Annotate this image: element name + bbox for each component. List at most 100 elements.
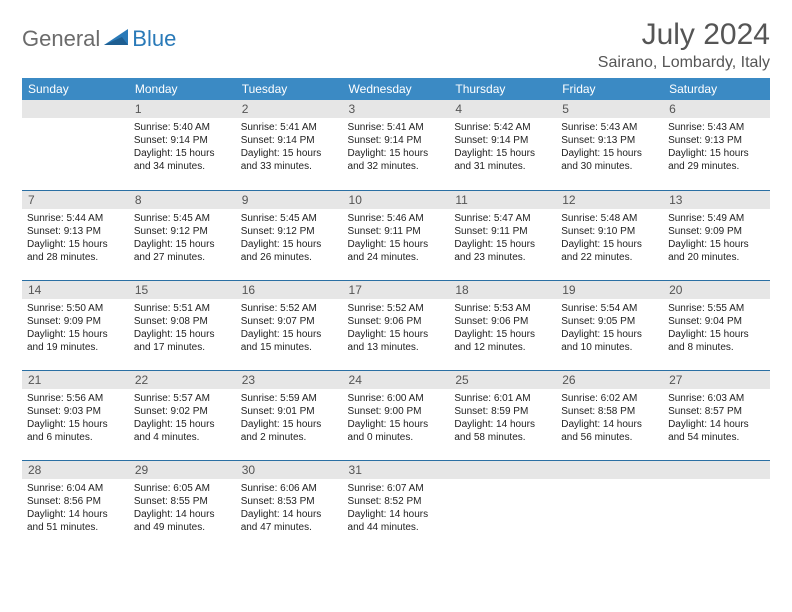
calendar-cell: 1Sunrise: 5:40 AMSunset: 9:14 PMDaylight… <box>129 100 236 190</box>
daylight-line2: and 8 minutes. <box>668 341 765 354</box>
daylight-line2: and 0 minutes. <box>348 431 445 444</box>
calendar-cell: 17 Sunrise: 5:52 AMSunset: 9:06 PMDayligh… <box>343 280 450 370</box>
sunrise-line: Sunrise: 5:43 AM <box>668 121 765 134</box>
title-block: July 2024 Sairano, Lombardy, Italy <box>598 18 770 72</box>
daylight-line1: Daylight: 15 hours <box>241 418 338 431</box>
calendar-cell: 9Sunrise: 5:45 AMSunset: 9:12 PMDaylight… <box>236 190 343 280</box>
calendar-cell: 29Sunrise: 6:05 AMSunset: 8:55 PMDayligh… <box>129 460 236 550</box>
day-number: 10 <box>343 191 450 209</box>
sunset-line: Sunset: 9:14 PM <box>454 134 551 147</box>
day-number: 30 <box>236 461 343 479</box>
sunset-line: Sunset: 9:14 PM <box>348 134 445 147</box>
calendar-cell: 8Sunrise: 5:45 AMSunset: 9:12 PMDaylight… <box>129 190 236 280</box>
sunrise-line: Sunrise: 5:53 AM <box>454 302 551 315</box>
daylight-line1: Daylight: 15 hours <box>668 328 765 341</box>
day-header: Sunday <box>22 78 129 100</box>
daylight-line2: and 30 minutes. <box>561 160 658 173</box>
day-number: 26 <box>556 371 663 389</box>
daylight-line1: Daylight: 15 hours <box>561 147 658 160</box>
day-details: Sunrise: 5:55 AMSunset: 9:04 PMDaylight:… <box>663 299 770 358</box>
daylight-line1: Daylight: 14 hours <box>561 418 658 431</box>
calendar-cell: 18Sunrise: 5:53 AMSunset: 9:06 PMDayligh… <box>449 280 556 370</box>
sunset-line: Sunset: 8:52 PM <box>348 495 445 508</box>
sunrise-line: Sunrise: 6:07 AM <box>348 482 445 495</box>
day-number: 17 <box>343 281 450 299</box>
sunset-line: Sunset: 8:53 PM <box>241 495 338 508</box>
sunrise-line: Sunrise: 5:59 AM <box>241 392 338 405</box>
sunrise-line: Sunrise: 5:48 AM <box>561 212 658 225</box>
sunset-line: Sunset: 8:56 PM <box>27 495 124 508</box>
sunset-line: Sunset: 9:13 PM <box>27 225 124 238</box>
daylight-line1: Daylight: 14 hours <box>348 508 445 521</box>
sunrise-line: Sunrise: 5:43 AM <box>561 121 658 134</box>
calendar-week-row: 21Sunrise: 5:56 AMSunset: 9:03 PMDayligh… <box>22 370 770 460</box>
sunrise-line: Sunrise: 5:57 AM <box>134 392 231 405</box>
sunrise-line: Sunrise: 5:51 AM <box>134 302 231 315</box>
day-number: 24 <box>343 371 450 389</box>
day-header: Tuesday <box>236 78 343 100</box>
day-header: Thursday <box>449 78 556 100</box>
calendar-cell: 11Sunrise: 5:47 AMSunset: 9:11 PMDayligh… <box>449 190 556 280</box>
daylight-line1: Daylight: 15 hours <box>27 238 124 251</box>
daylight-line1: Daylight: 15 hours <box>454 328 551 341</box>
sunset-line: Sunset: 9:10 PM <box>561 225 658 238</box>
day-details <box>663 479 770 486</box>
day-number: 9 <box>236 191 343 209</box>
daylight-line1: Daylight: 15 hours <box>454 238 551 251</box>
day-header: Saturday <box>663 78 770 100</box>
calendar-cell: 30Sunrise: 6:06 AMSunset: 8:53 PMDayligh… <box>236 460 343 550</box>
daylight-line2: and 32 minutes. <box>348 160 445 173</box>
sunrise-line: Sunrise: 5:52 AM <box>348 302 445 315</box>
day-details: Sunrise: 5:43 AMSunset: 9:13 PMDaylight:… <box>663 118 770 177</box>
day-number <box>22 100 129 118</box>
calendar-cell: 10Sunrise: 5:46 AMSunset: 9:11 PMDayligh… <box>343 190 450 280</box>
daylight-line2: and 29 minutes. <box>668 160 765 173</box>
daylight-line1: Daylight: 14 hours <box>134 508 231 521</box>
daylight-line1: Daylight: 14 hours <box>27 508 124 521</box>
day-details: Sunrise: 5:40 AMSunset: 9:14 PMDaylight:… <box>129 118 236 177</box>
sunset-line: Sunset: 9:02 PM <box>134 405 231 418</box>
daylight-line2: and 17 minutes. <box>134 341 231 354</box>
daylight-line2: and 4 minutes. <box>134 431 231 444</box>
daylight-line2: and 22 minutes. <box>561 251 658 264</box>
day-details: Sunrise: 5:48 AMSunset: 9:10 PMDaylight:… <box>556 209 663 268</box>
daylight-line2: and 47 minutes. <box>241 521 338 534</box>
day-number: 13 <box>663 191 770 209</box>
calendar-cell: 24Sunrise: 6:00 AMSunset: 9:00 PMDayligh… <box>343 370 450 460</box>
day-details: Sunrise: 6:07 AMSunset: 8:52 PMDaylight:… <box>343 479 450 538</box>
day-details: Sunrise: 5:43 AMSunset: 9:13 PMDaylight:… <box>556 118 663 177</box>
day-number: 7 <box>22 191 129 209</box>
day-details: Sunrise: 5:46 AMSunset: 9:11 PMDaylight:… <box>343 209 450 268</box>
daylight-line1: Daylight: 15 hours <box>27 328 124 341</box>
calendar-cell: 26Sunrise: 6:02 AMSunset: 8:58 PMDayligh… <box>556 370 663 460</box>
daylight-line2: and 49 minutes. <box>134 521 231 534</box>
day-details <box>556 479 663 486</box>
daylight-line1: Daylight: 15 hours <box>348 328 445 341</box>
location: Sairano, Lombardy, Italy <box>598 54 770 72</box>
daylight-line2: and 13 minutes. <box>348 341 445 354</box>
daylight-line1: Daylight: 15 hours <box>561 238 658 251</box>
sunset-line: Sunset: 9:09 PM <box>668 225 765 238</box>
sunrise-line: Sunrise: 5:46 AM <box>348 212 445 225</box>
daylight-line1: Daylight: 14 hours <box>241 508 338 521</box>
sunset-line: Sunset: 9:13 PM <box>561 134 658 147</box>
day-details: Sunrise: 6:04 AMSunset: 8:56 PMDaylight:… <box>22 479 129 538</box>
daylight-line1: Daylight: 15 hours <box>134 418 231 431</box>
daylight-line2: and 6 minutes. <box>27 431 124 444</box>
day-details: Sunrise: 5:45 AMSunset: 9:12 PMDaylight:… <box>129 209 236 268</box>
calendar-cell: 2Sunrise: 5:41 AMSunset: 9:14 PMDaylight… <box>236 100 343 190</box>
day-number: 2 <box>236 100 343 118</box>
sunset-line: Sunset: 9:06 PM <box>348 315 445 328</box>
day-details: Sunrise: 6:05 AMSunset: 8:55 PMDaylight:… <box>129 479 236 538</box>
sunrise-line: Sunrise: 5:42 AM <box>454 121 551 134</box>
sunrise-line: Sunrise: 5:50 AM <box>27 302 124 315</box>
day-number: 6 <box>663 100 770 118</box>
day-details: Sunrise: 5:56 AMSunset: 9:03 PMDaylight:… <box>22 389 129 448</box>
sunset-line: Sunset: 8:58 PM <box>561 405 658 418</box>
calendar-week-row: 28Sunrise: 6:04 AMSunset: 8:56 PMDayligh… <box>22 460 770 550</box>
day-details: Sunrise: 5:41 AMSunset: 9:14 PMDaylight:… <box>236 118 343 177</box>
sunset-line: Sunset: 9:00 PM <box>348 405 445 418</box>
daylight-line2: and 51 minutes. <box>27 521 124 534</box>
day-details: Sunrise: 6:01 AMSunset: 8:59 PMDaylight:… <box>449 389 556 448</box>
sunrise-line: Sunrise: 5:56 AM <box>27 392 124 405</box>
